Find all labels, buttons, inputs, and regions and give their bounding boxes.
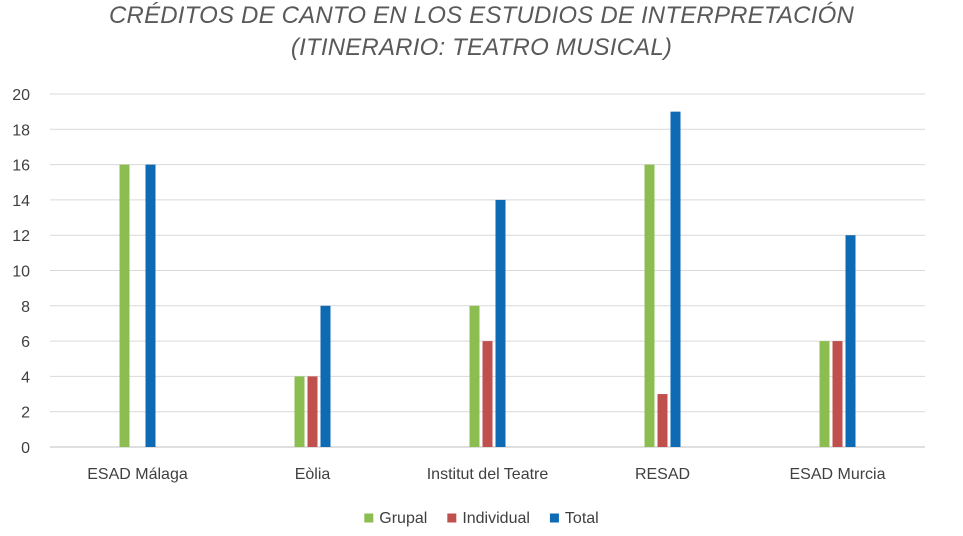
chart-title-line-2: (ITINERARIO: TEATRO MUSICAL) (290, 34, 673, 61)
legend-label-individual: Individual (462, 510, 530, 527)
chart-title-line-1: CRÉDITOS DE CANTO EN LOS ESTUDIOS DE INT… (109, 2, 854, 29)
y-tick-label: 4 (21, 369, 30, 386)
y-tick-label: 18 (12, 122, 30, 139)
bar-individual (657, 394, 668, 447)
bar-individual (482, 341, 493, 447)
y-tick-label: 12 (12, 228, 30, 245)
y-tick-label: 8 (21, 299, 30, 316)
legend-label-grupal: Grupal (379, 510, 427, 527)
bar-individual (307, 376, 318, 447)
bar-individual (832, 341, 843, 447)
bar-total (320, 305, 331, 447)
x-tick-label: Institut del Teatre (427, 466, 549, 483)
bar-grupal (819, 341, 830, 447)
legend-swatch-individual (447, 513, 457, 523)
bar-total (145, 164, 156, 447)
x-tick-label: ESAD Málaga (87, 466, 188, 483)
y-tick-label: 14 (12, 193, 30, 210)
bar-total (845, 235, 856, 447)
legend-swatch-total (549, 513, 559, 523)
y-tick-label: 2 (21, 405, 30, 422)
bar-total (670, 111, 681, 448)
y-tick-label: 20 (12, 87, 30, 104)
y-tick-label: 6 (21, 334, 30, 351)
x-tick-label: RESAD (635, 466, 690, 483)
bar-grupal (644, 164, 655, 447)
y-tick-label: 0 (21, 440, 30, 457)
x-tick-label: Eòlia (295, 466, 331, 483)
bar-total (495, 199, 506, 447)
legend-label-total: Total (565, 510, 599, 527)
legend-swatch-grupal (364, 513, 374, 523)
x-tick-label: ESAD Murcia (789, 466, 885, 483)
bar-grupal (469, 305, 480, 447)
bar-grupal (119, 164, 130, 447)
y-tick-label: 16 (12, 158, 30, 175)
y-tick-label: 10 (12, 264, 30, 281)
bar-grupal (294, 376, 305, 447)
